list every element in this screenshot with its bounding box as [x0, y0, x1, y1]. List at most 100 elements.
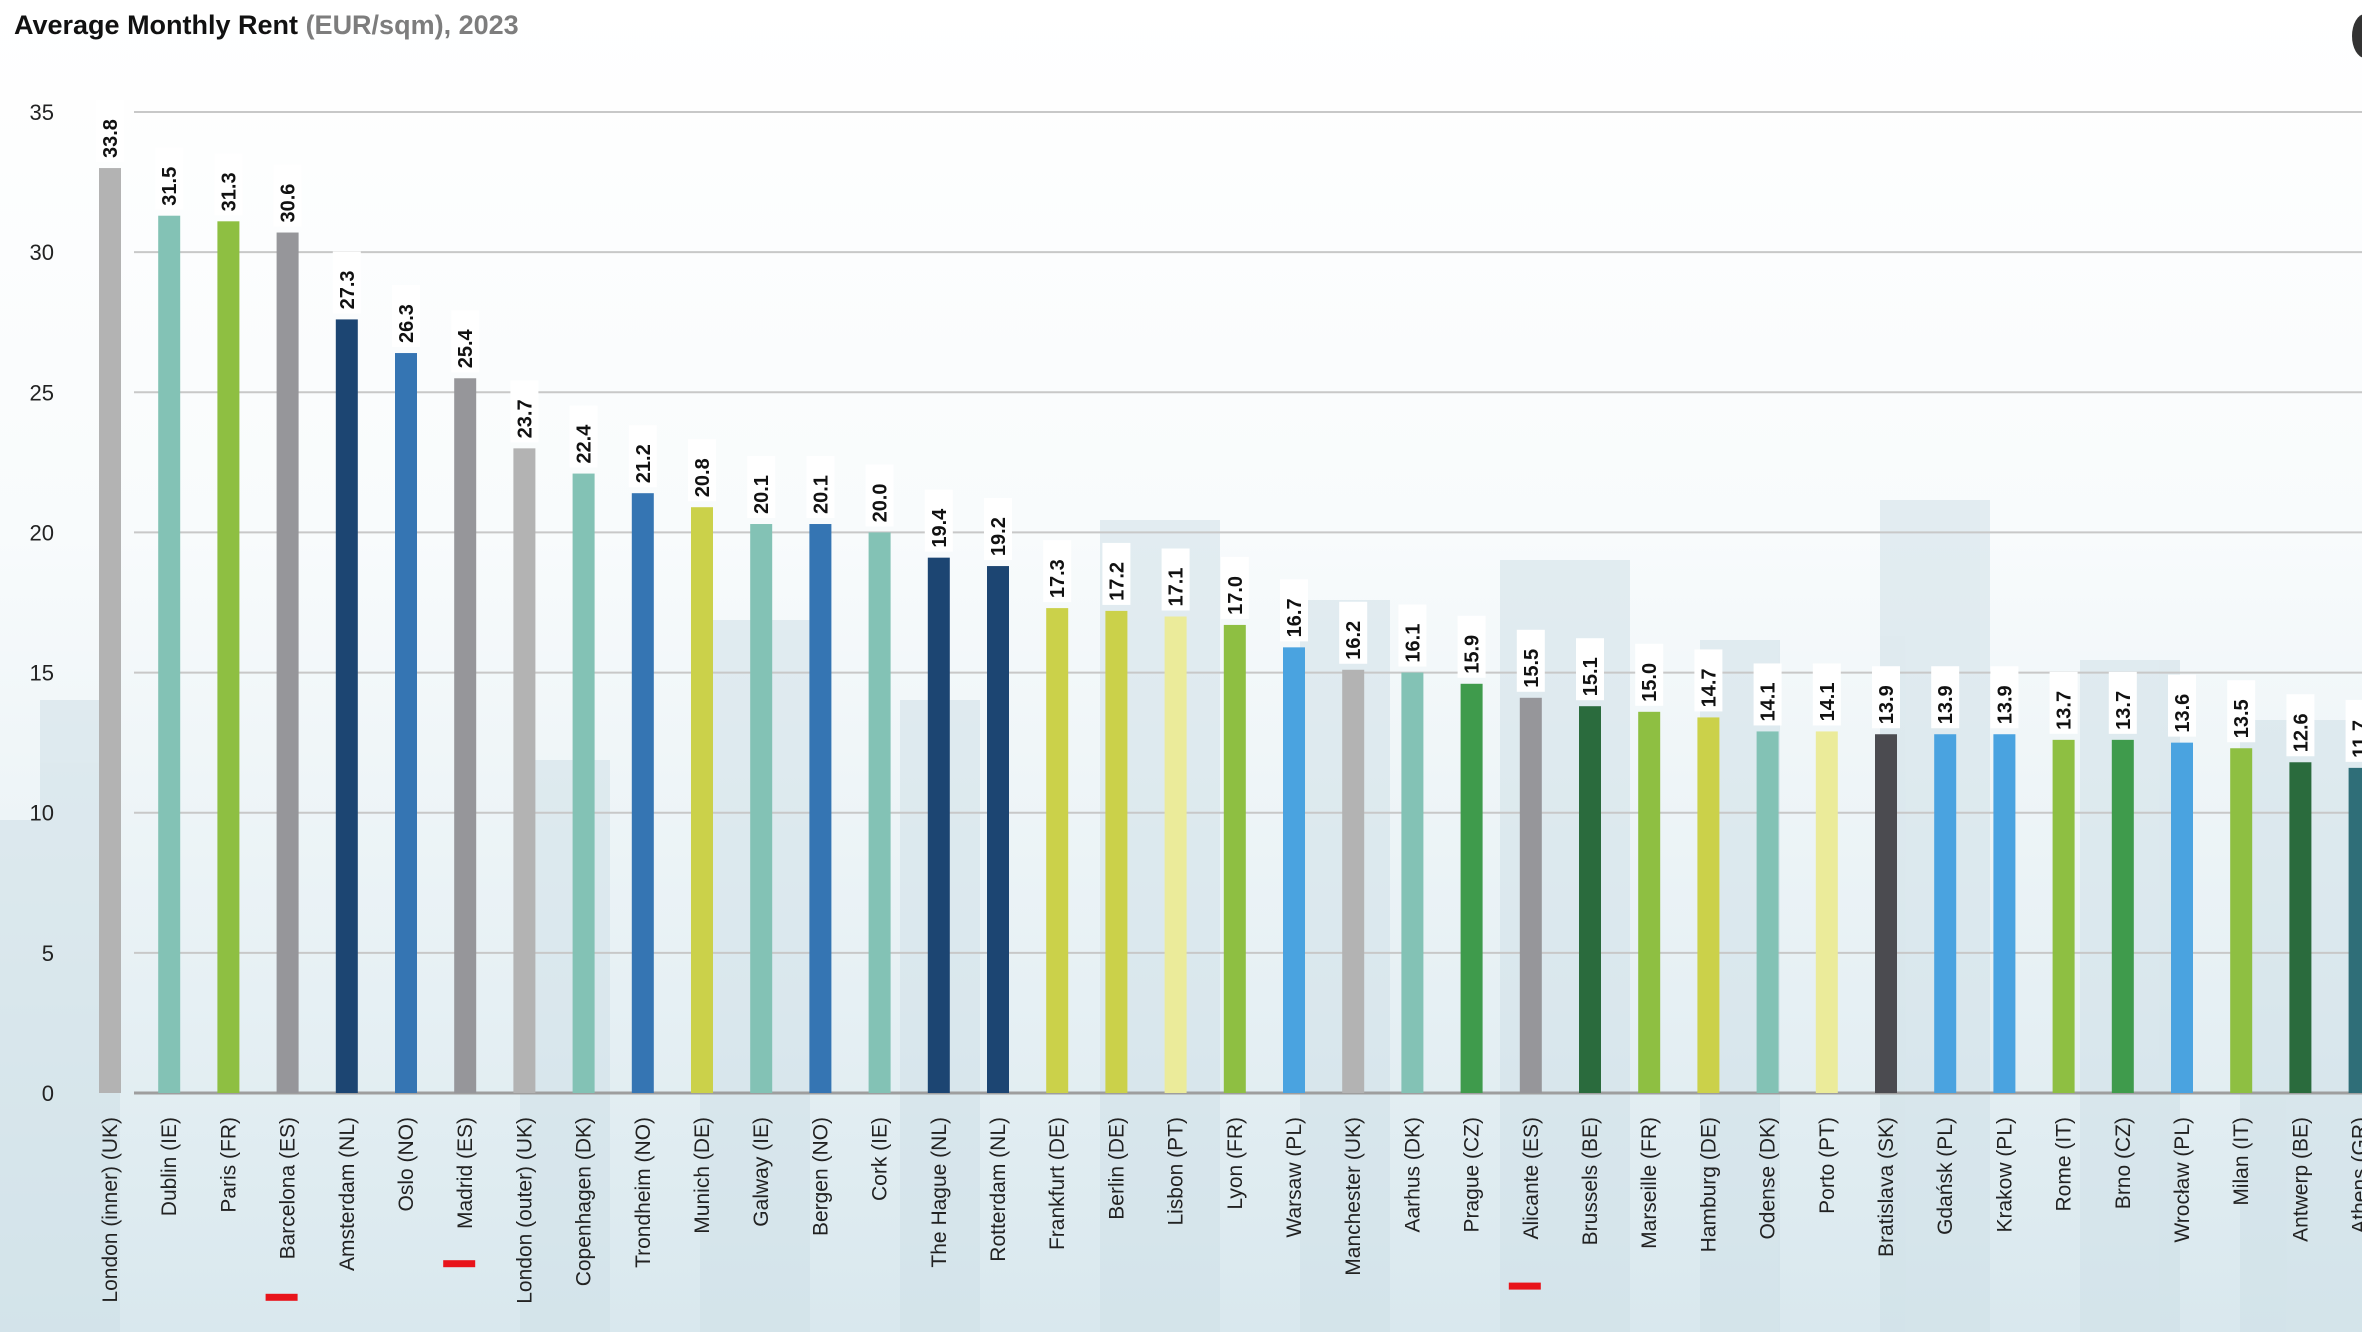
value-label: 13.6	[2172, 694, 2194, 733]
bar	[158, 215, 181, 1094]
value-label: 13.5	[2231, 699, 2253, 738]
value-label: 22.4	[574, 424, 596, 464]
value-label-backing	[2345, 699, 2362, 762]
bar	[1401, 672, 1424, 1093]
value-label-backing	[1220, 556, 1249, 619]
bar	[1756, 731, 1779, 1093]
value-label-backing	[865, 464, 894, 527]
category-label: Oslo (NO)	[395, 1117, 418, 1212]
value-label: 21.2	[633, 444, 655, 483]
value-label-backing	[806, 456, 835, 519]
category-label: Milan (IT)	[2230, 1117, 2253, 1206]
value-label-backing	[332, 251, 361, 314]
value-label-backing	[214, 153, 243, 216]
category-label: Odense (DK)	[1757, 1117, 1780, 1240]
bar	[2171, 742, 2193, 1093]
value-label: 20.1	[810, 475, 832, 514]
value-label-backing	[2227, 680, 2256, 743]
highlight-marker	[1508, 1282, 1541, 1290]
category-label: Brno (CZ)	[2112, 1117, 2135, 1209]
gridlines	[134, 111, 2362, 1095]
category-label: Prague (CZ)	[1461, 1117, 1484, 1233]
category-label: The Hague (NL)	[928, 1117, 951, 1268]
category-label: Warsaw (PL)	[1283, 1117, 1306, 1238]
value-label: 17.0	[1225, 576, 1247, 615]
bar	[750, 524, 773, 1093]
category-label: Cork (IE)	[869, 1117, 892, 1201]
value-label: 15.5	[1521, 649, 1543, 688]
value-label: 23.7	[514, 399, 536, 438]
value-label: 31.5	[159, 167, 181, 206]
category-label: Dublin (IE)	[158, 1117, 181, 1216]
bar	[2348, 767, 2362, 1093]
y-axis-ticks: 0 5 10 15 20 25 30 35	[30, 100, 54, 1106]
category-label: Athens (GR)	[2349, 1117, 2362, 1234]
value-label-backing	[1931, 666, 1960, 729]
bar	[1875, 734, 1897, 1093]
value-label: 20.8	[692, 458, 714, 497]
value-label: 15.0	[1639, 663, 1661, 702]
value-label-backing	[273, 164, 302, 227]
value-label-backing	[2108, 671, 2137, 734]
value-labels: 33.8 31.5 31.3 30.6 27.3 26.3 25.4 23.7 22.4 21.2…	[96, 100, 2362, 762]
category-label: Lisbon (PT)	[1165, 1117, 1188, 1226]
value-label: 14.7	[1698, 668, 1720, 707]
category-label: Munich (DE)	[691, 1117, 714, 1234]
value-label: 27.3	[337, 270, 359, 309]
bar	[1105, 610, 1128, 1093]
bar	[395, 353, 417, 1093]
bar	[1993, 734, 2016, 1093]
bar	[1223, 624, 1246, 1093]
bar	[868, 532, 891, 1093]
value-label: 15.1	[1580, 657, 1602, 696]
category-label: Barcelona (ES)	[277, 1117, 300, 1259]
bar	[631, 493, 654, 1093]
bars	[99, 168, 2362, 1094]
category-label: Manchester (UK)	[1342, 1117, 1365, 1276]
value-label-backing	[1872, 666, 1900, 729]
value-label-backing	[688, 439, 716, 502]
value-label-backing	[924, 489, 953, 552]
value-label: 12.6	[2290, 713, 2312, 752]
value-label-backing	[1457, 615, 1486, 678]
category-label: Antwerp (BE)	[2289, 1117, 2312, 1242]
value-label: 20.0	[870, 483, 892, 522]
bar	[1815, 731, 1838, 1093]
bar	[1934, 734, 1957, 1093]
value-label-backing	[96, 100, 124, 163]
value-label: 33.8	[100, 119, 122, 158]
bar	[2230, 748, 2253, 1093]
value-label-backing	[1161, 548, 1190, 611]
value-label: 13.7	[2054, 691, 2076, 730]
bar	[1638, 711, 1661, 1093]
bar	[572, 473, 595, 1093]
value-label-backing	[155, 147, 184, 210]
value-label: 31.3	[218, 172, 240, 211]
value-label: 15.9	[1462, 635, 1484, 674]
value-label: 14.1	[1758, 682, 1780, 721]
corner-button-icon[interactable]	[2352, 14, 2362, 58]
value-label-backing	[1990, 666, 2019, 729]
value-label: 13.9	[1994, 685, 2016, 724]
category-label: Bergen (NO)	[809, 1117, 832, 1236]
value-label: 17.3	[1047, 559, 1069, 598]
bar	[1519, 697, 1542, 1093]
bar	[454, 378, 477, 1093]
bar	[2111, 739, 2134, 1093]
value-label-backing	[510, 380, 539, 443]
category-labels: London (inner) (UK) Dublin (IE) Paris (FR)…	[99, 1117, 2362, 1304]
y-tick-label: 30	[30, 240, 54, 265]
value-label: 17.2	[1106, 562, 1128, 601]
category-label: Trondheim (NO)	[632, 1117, 655, 1268]
bar	[987, 566, 1009, 1093]
category-label: Berlin (DE)	[1105, 1117, 1128, 1220]
category-label: Amsterdam (NL)	[336, 1117, 359, 1271]
value-label-backing	[2168, 674, 2196, 737]
y-tick-label: 35	[30, 100, 54, 125]
category-label: Porto (PT)	[1816, 1117, 1839, 1214]
category-label: London (outer) (UK)	[513, 1117, 536, 1304]
category-label: London (inner) (UK)	[99, 1117, 122, 1303]
bar	[691, 507, 713, 1093]
value-label: 25.4	[455, 328, 477, 368]
